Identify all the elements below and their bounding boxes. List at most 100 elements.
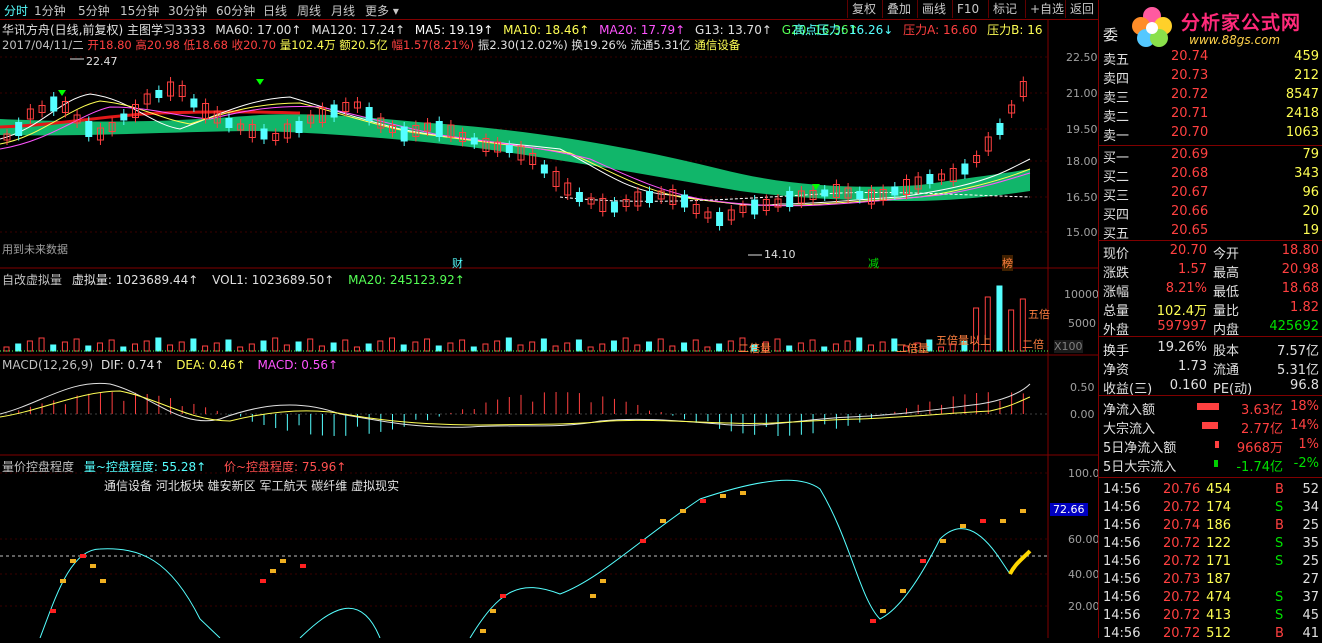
volume-bar xyxy=(330,342,337,352)
candle-body xyxy=(353,101,361,109)
volume-bar xyxy=(342,339,349,352)
volume-bar xyxy=(295,341,302,352)
y-tick: 20.00 xyxy=(1068,600,1100,613)
volume-bar xyxy=(167,344,174,352)
virtual-vol-label: 虚拟量: 1023689.44↑ xyxy=(71,273,199,287)
candle-body xyxy=(540,164,548,174)
finance-badge[interactable]: 财 xyxy=(452,257,463,270)
volume-bar xyxy=(914,342,921,352)
restore-right-button[interactable]: 复权 xyxy=(847,0,880,18)
candle-body xyxy=(751,199,759,215)
volume-bar xyxy=(646,341,652,352)
volume-bar xyxy=(447,342,454,352)
candle-body xyxy=(879,189,887,201)
candle-body xyxy=(996,123,1004,135)
ask-price: 20.73 xyxy=(1171,68,1209,83)
tick-row: 14:56 20.72 174 S 34 xyxy=(1103,500,1319,515)
candle-body xyxy=(622,199,630,207)
tab-30min[interactable]: 30分钟 xyxy=(168,4,208,18)
tab-15min[interactable]: 15分钟 xyxy=(120,4,160,18)
volume-bar xyxy=(786,345,793,352)
candle-body xyxy=(494,141,502,153)
candle-body xyxy=(821,189,829,197)
draw-line-button[interactable]: 画线 xyxy=(917,0,950,18)
candle-body xyxy=(938,173,946,181)
tick-row: 14:56 20.72 474 S 37 xyxy=(1103,590,1319,605)
site-logo: 分析家公式网 www.88gs.com 委 xyxy=(1099,0,1322,55)
tab-monthly[interactable]: 月线 xyxy=(331,4,356,18)
volume-bar xyxy=(353,346,360,352)
tab-timeshare[interactable]: 分时 xyxy=(4,4,29,18)
volume-bars xyxy=(3,285,1026,352)
y-tick: 0.50 xyxy=(1070,381,1095,394)
y-tick: 16.50 xyxy=(1066,191,1098,204)
candle-body xyxy=(260,128,268,140)
period-toolbar: 分时 1分钟 5分钟 15分钟 30分钟 60分钟 日线 周线 月线 更多 ▾ … xyxy=(0,0,1098,20)
control-dot xyxy=(50,609,56,613)
vol-annotation: 五倍量以上 xyxy=(936,334,991,347)
tick-row: 14:56 20.73 187 27 xyxy=(1103,572,1319,587)
ask-row: 卖三 20.72 8547 xyxy=(1099,86,1322,106)
high-point-label: 22.47 xyxy=(86,55,118,68)
back-button[interactable]: 返回 xyxy=(1065,0,1098,18)
reduce-badge[interactable]: 减 xyxy=(868,257,879,270)
mark-button[interactable]: 标记 xyxy=(988,0,1021,18)
volume-bar xyxy=(517,344,524,352)
volume-bar xyxy=(704,346,711,352)
candle-body xyxy=(283,123,291,139)
candle-body xyxy=(552,171,560,187)
tab-weekly[interactable]: 周线 xyxy=(297,4,322,18)
tab-60min[interactable]: 60分钟 xyxy=(216,4,256,18)
bid-row: 买五 20.65 19 xyxy=(1099,222,1322,242)
control-dot xyxy=(1000,519,1006,523)
candle-body xyxy=(400,126,408,142)
tab-more[interactable]: 更多 ▾ xyxy=(365,4,399,18)
volume-bar xyxy=(61,341,68,352)
flow-row: 大宗流入 2.77亿 14% xyxy=(1103,418,1319,437)
volume-bar xyxy=(926,339,933,352)
volume-bar xyxy=(318,345,325,352)
volume-bar xyxy=(155,337,162,352)
ask-label: 卖三 xyxy=(1103,91,1130,106)
ask-row: 卖五 20.74 459 xyxy=(1099,48,1322,68)
y-tick: 19.50 xyxy=(1066,123,1098,136)
stat-row: 外盘 597997 内盘 425692 xyxy=(1103,319,1319,338)
volume-bar xyxy=(50,344,57,352)
ask-volume: 1063 xyxy=(1285,125,1319,140)
candle-body xyxy=(318,107,326,123)
chart-area[interactable]: 华讯方舟(日线,前复权) 主图学习3333 MA60: 17.00↑ MA120… xyxy=(0,19,1100,638)
candle-body xyxy=(435,121,443,137)
ask-price: 20.74 xyxy=(1171,49,1209,64)
tab-5min[interactable]: 5分钟 xyxy=(78,4,110,18)
ma5-label: MA5: 19.19↑ xyxy=(414,23,494,37)
volume-bar xyxy=(435,345,442,352)
tab-daily[interactable]: 日线 xyxy=(263,4,288,18)
candle-body xyxy=(447,124,455,138)
candle-body xyxy=(85,121,93,137)
candle-body xyxy=(984,136,992,152)
candle-body xyxy=(856,191,864,199)
rank-badge[interactable]: 榜 xyxy=(1002,255,1013,271)
add-watchlist-button[interactable]: +自选 xyxy=(1025,0,1068,18)
bid-row: 买三 20.67 96 xyxy=(1099,184,1322,204)
candle-body xyxy=(961,163,969,175)
volume-bar xyxy=(961,340,968,352)
candle-body xyxy=(155,90,163,98)
overlay-button[interactable]: 叠加 xyxy=(882,0,915,18)
volume-bar xyxy=(424,338,431,352)
volume-bar xyxy=(669,345,676,352)
bid-volume: 96 xyxy=(1302,185,1319,200)
volume-bar xyxy=(108,339,115,352)
bid-price: 20.67 xyxy=(1171,185,1209,200)
candle-body xyxy=(903,179,910,195)
candle-body xyxy=(797,190,805,204)
stat-row: 总量 102.4万 量比 1.82 xyxy=(1103,300,1319,319)
macd-legend: MACD(12,26,9) DIF: 0.74↑ DEA: 0.46↑ MACD… xyxy=(2,358,338,372)
tab-1min[interactable]: 1分钟 xyxy=(34,4,66,18)
control-dot xyxy=(700,499,706,503)
volume-bar xyxy=(143,340,150,352)
f10-button[interactable]: F10 xyxy=(952,0,983,18)
candle-body xyxy=(610,201,618,213)
ask-volume: 8547 xyxy=(1285,87,1319,102)
candle-body xyxy=(167,81,175,97)
